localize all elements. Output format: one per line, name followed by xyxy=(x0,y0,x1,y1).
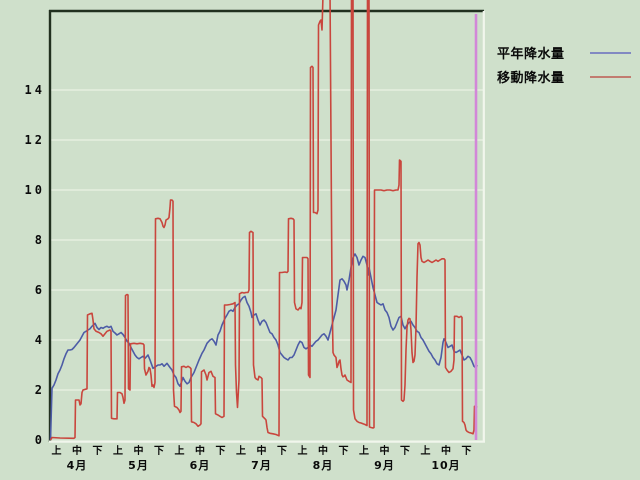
x-tick-label: 上 xyxy=(297,446,308,457)
series-line-normal xyxy=(49,253,478,441)
y-axis-label-0: 0 xyxy=(34,433,45,447)
y-axis-label-8: 8 xyxy=(34,233,45,247)
legend-line-swatch-moving xyxy=(590,75,631,78)
month-label-5: 5月 xyxy=(128,459,149,472)
month-label-10: 10月 xyxy=(431,459,461,472)
month-label-8: 8月 xyxy=(312,459,334,472)
x-tick-label: 下 xyxy=(338,446,349,457)
legend-label-moving: 移動降水量 xyxy=(497,71,565,86)
x-tick-label: 上 xyxy=(113,446,123,457)
month-label-4: 4月 xyxy=(66,459,88,472)
x-tick-label: 上 xyxy=(174,446,185,457)
y-axis-label-4: 4 xyxy=(34,333,45,347)
x-tick-label: 中 xyxy=(195,446,205,457)
x-tick-label: 下 xyxy=(92,446,103,457)
month-label-7: 7月 xyxy=(251,459,272,472)
y-axis-label-12: 12 xyxy=(24,133,45,147)
month-label-9: 9月 xyxy=(374,459,395,472)
legend-item-normal: 平年降水量 xyxy=(497,45,631,62)
x-tick-label: 下 xyxy=(461,446,472,457)
x-tick-label: 中 xyxy=(133,446,144,457)
x-tick-label: 下 xyxy=(154,446,164,457)
x-tick-label: 中 xyxy=(318,446,328,457)
month-label-6: 6月 xyxy=(189,459,211,472)
x-tick-label: 中 xyxy=(441,446,451,457)
y-axis-label-14: 14 xyxy=(24,83,45,97)
legend-label-normal: 平年降水量 xyxy=(497,47,565,62)
y-axis-label-10: 10 xyxy=(24,183,45,197)
legend: 平年降水量 移動降水量 xyxy=(497,45,631,93)
series-line-moving xyxy=(49,0,478,441)
x-tick-label: 中 xyxy=(379,446,390,457)
x-tick-label: 上 xyxy=(236,446,246,457)
y-axis-label-2: 2 xyxy=(34,383,45,397)
x-tick-label: 下 xyxy=(277,446,287,457)
x-tick-label: 下 xyxy=(215,446,226,457)
y-axis-label-6: 6 xyxy=(34,283,45,297)
x-tick-label: 中 xyxy=(256,446,267,457)
x-tick-label: 上 xyxy=(420,446,431,457)
x-tick-label: 中 xyxy=(72,446,82,457)
x-tick-label: 上 xyxy=(51,446,62,457)
x-tick-label: 下 xyxy=(400,446,410,457)
legend-line-swatch-normal xyxy=(590,51,631,54)
x-tick-label: 上 xyxy=(359,446,369,457)
legend-item-moving: 移動降水量 xyxy=(497,69,631,86)
